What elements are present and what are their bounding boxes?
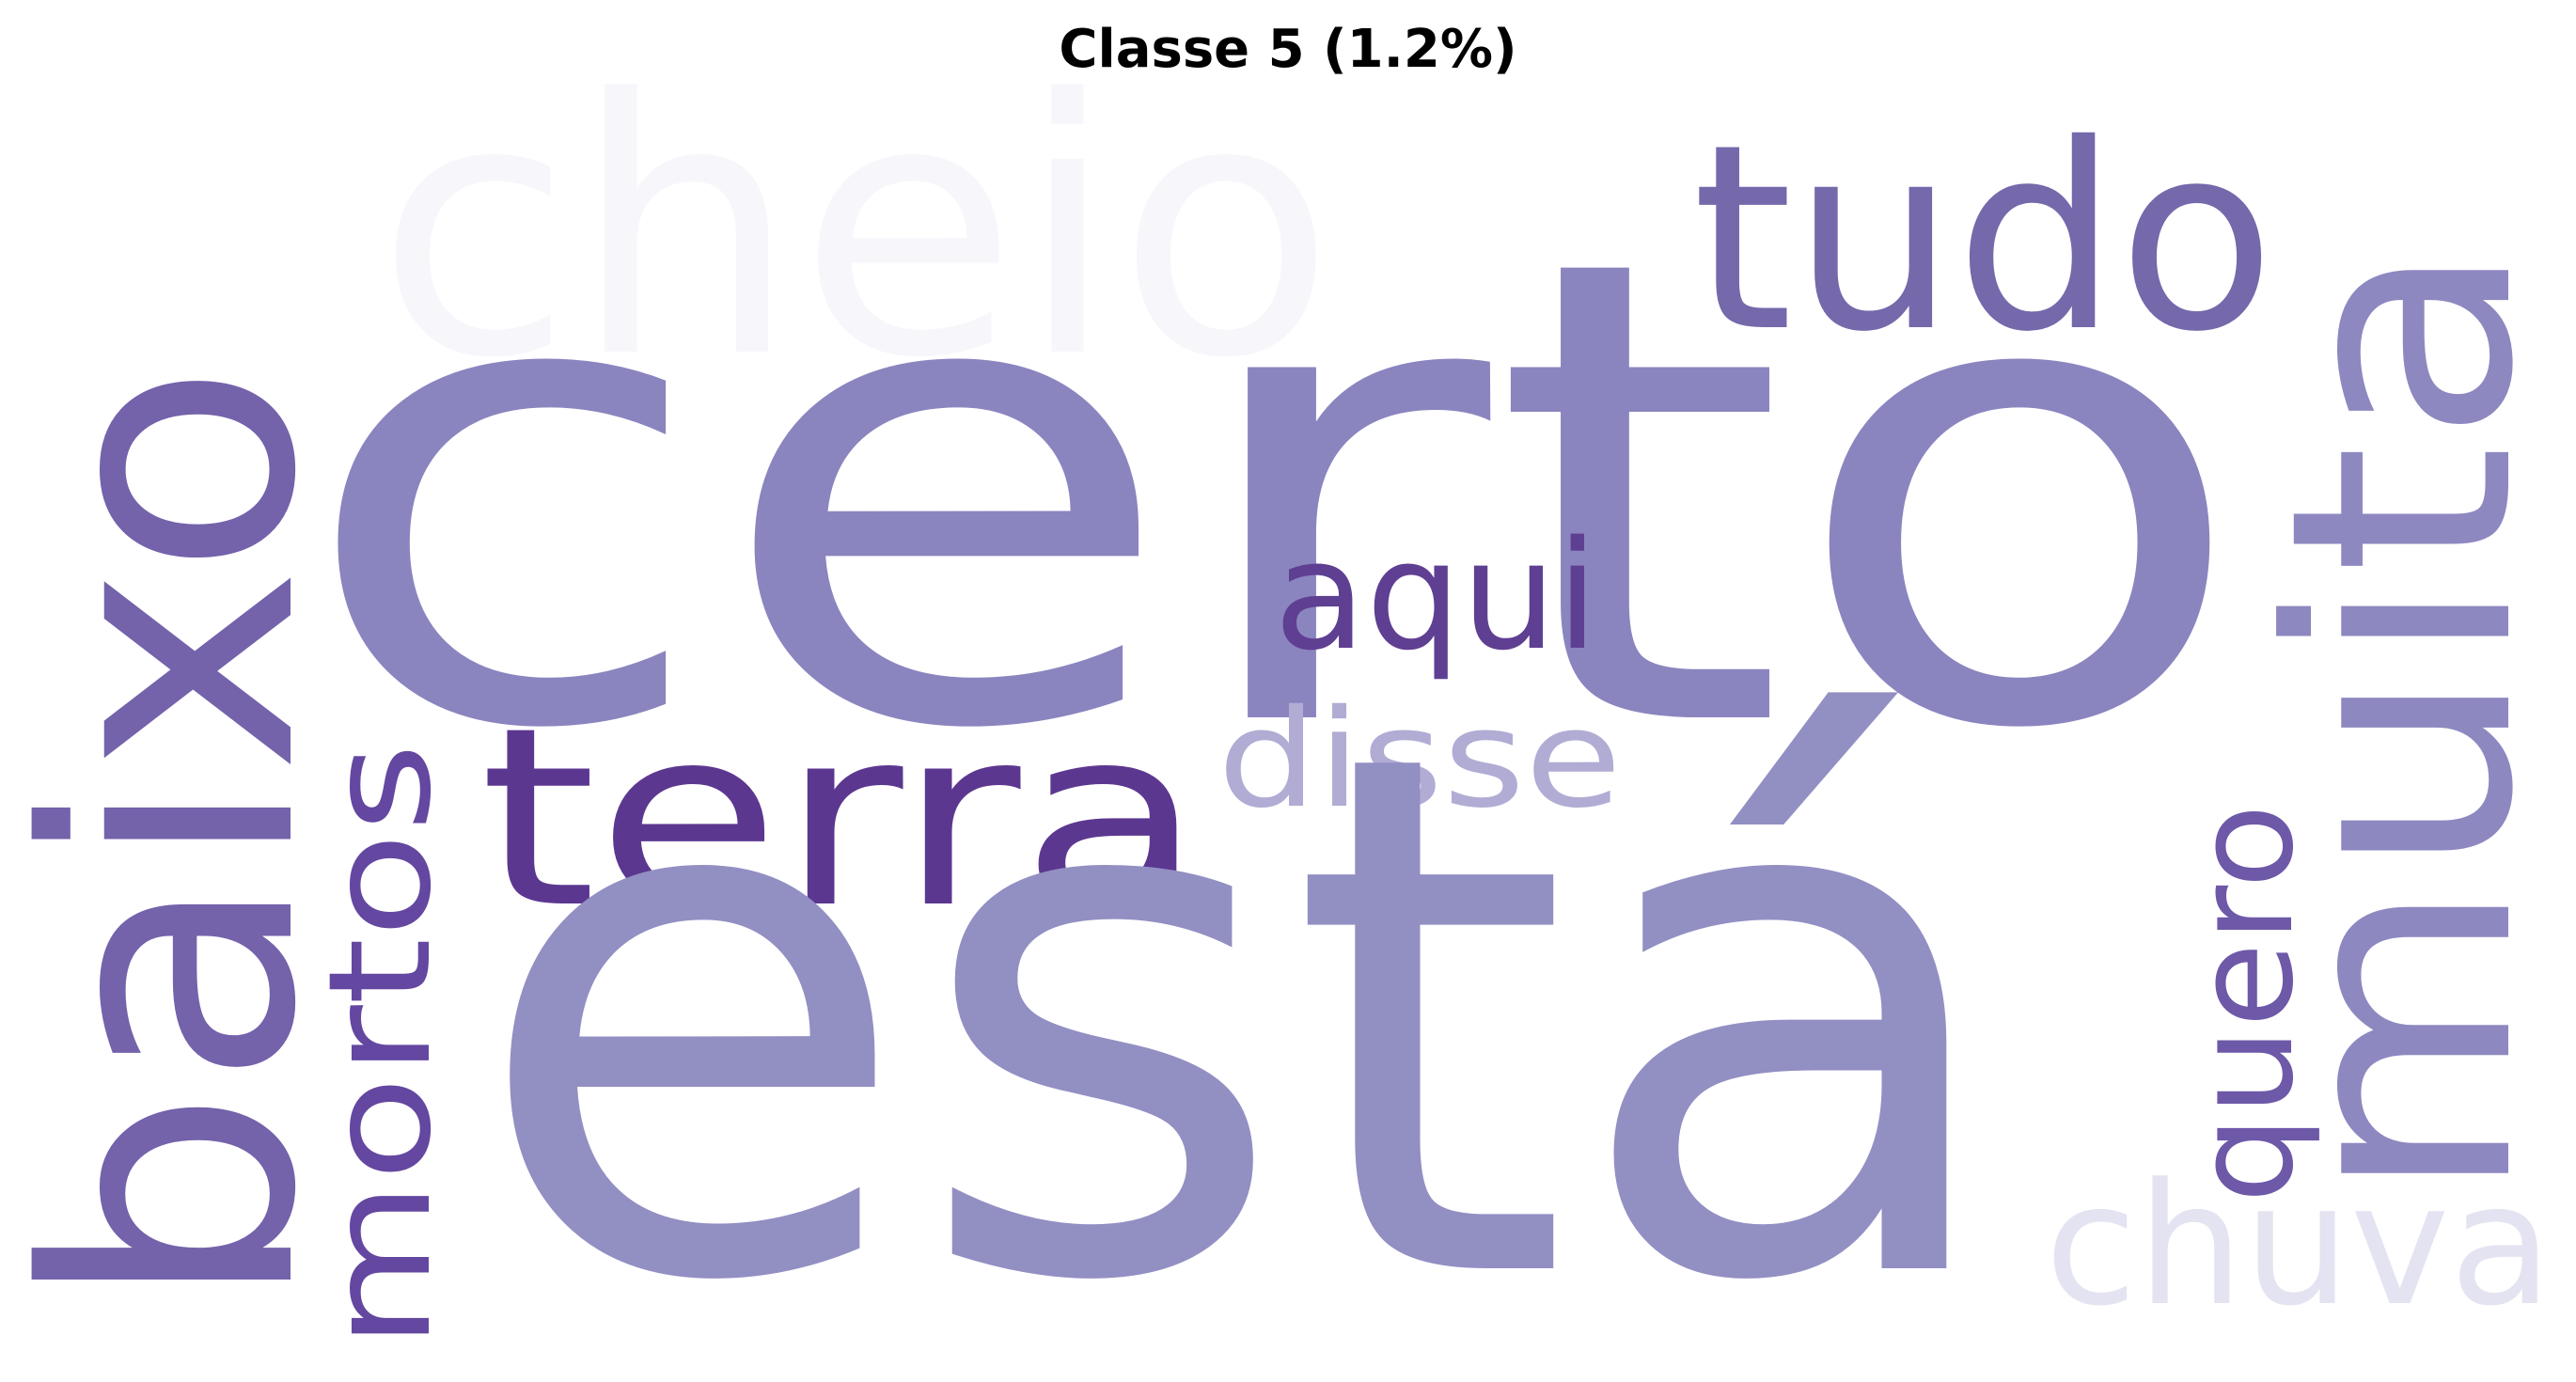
word-mortos: mortos (299, 742, 463, 1349)
word-certo: certo (296, 122, 2252, 869)
word-quero: quero (2165, 803, 2323, 1203)
word-terra: terra (479, 673, 1204, 962)
chart-title: Classe 5 (1.2%) (1059, 19, 1517, 80)
word-baixo: baixo (0, 361, 371, 1311)
word-chuva: chuva (2045, 1147, 2552, 1343)
word-tudo: tudo (1692, 89, 2275, 388)
word-esta: está (470, 600, 2012, 1382)
word-cheio: cheio (376, 24, 1336, 435)
word-disse: disse (1217, 680, 1623, 838)
word-aqui: aqui (1274, 509, 1598, 684)
